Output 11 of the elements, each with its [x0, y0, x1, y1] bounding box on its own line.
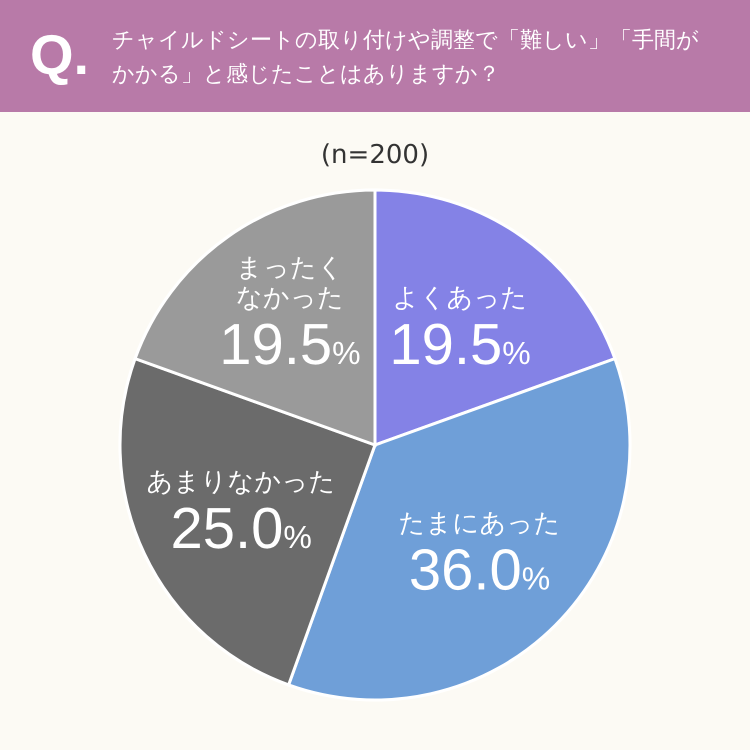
slice-label: よくあった	[392, 282, 528, 313]
chart-title: チャイルドシートの取り付けや調整で「難しい」「手間がかかる」と感じたことはありますか？	[112, 27, 700, 89]
slice-label: あまりなかった	[146, 466, 336, 497]
data-label: 19.5%	[219, 312, 361, 377]
chart-subtitle: (n=200)	[320, 140, 430, 170]
slice-label: まったくなかった	[236, 252, 344, 313]
data-label: 19.5%	[389, 312, 531, 377]
data-label: 36.0%	[408, 538, 550, 603]
data-label: 25.0%	[170, 496, 312, 561]
slice-label: たまにあった	[398, 508, 561, 539]
text: Q.	[30, 22, 90, 87]
